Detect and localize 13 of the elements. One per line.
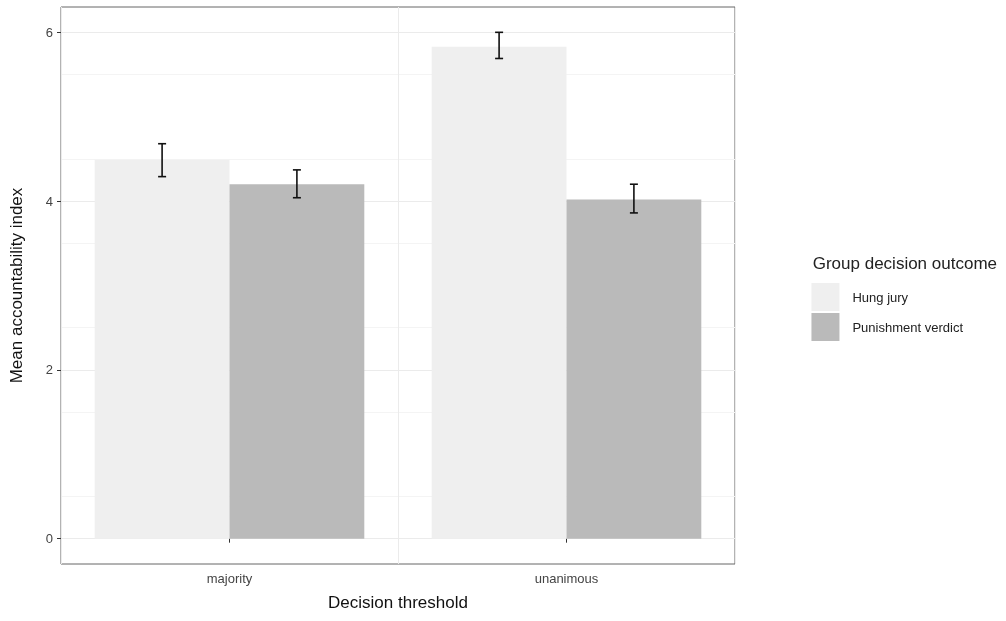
y-tick-label: 4 [45,193,53,209]
y-tick-label: 2 [45,362,53,378]
bar [229,184,365,539]
x-axis-title: Decision threshold [328,593,468,612]
y-tick-label: 6 [45,24,53,40]
y-tick-label: 0 [45,531,53,547]
y-axis-title: Mean accountability index [7,187,26,384]
x-tick-label: unanimous [534,571,599,586]
bar [566,199,702,539]
legend-title: Group decision outcome [812,254,998,273]
legend-label: Hung jury [852,289,909,305]
x-tick-label: majority [206,571,253,586]
legend-label: Punishment verdict [852,319,964,335]
